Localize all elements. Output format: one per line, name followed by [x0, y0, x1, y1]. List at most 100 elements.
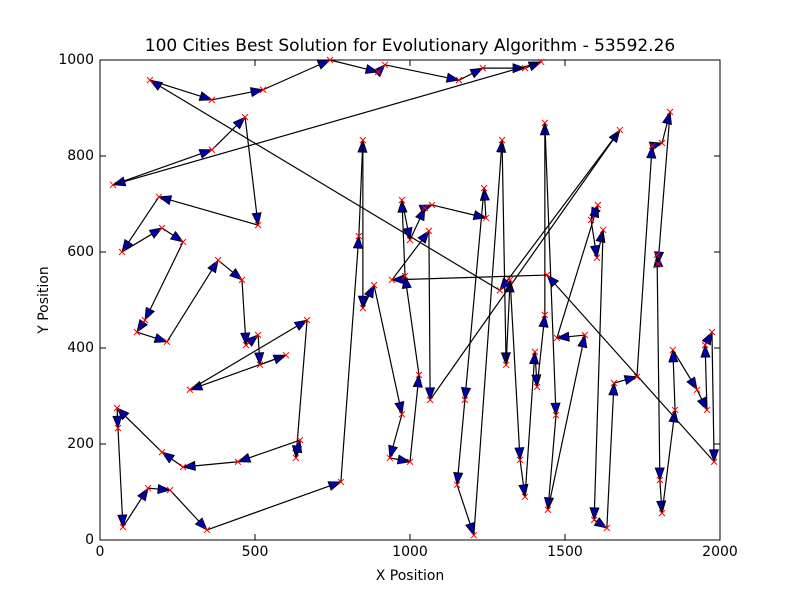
city [537, 58, 545, 66]
arrow-head [236, 452, 252, 463]
city [256, 361, 264, 369]
tour-edge [166, 270, 213, 343]
tour-edge [128, 196, 160, 243]
tour-edge [122, 497, 143, 528]
city [581, 331, 589, 339]
city [603, 524, 611, 532]
arrow-head [472, 210, 488, 220]
city [118, 248, 126, 256]
city [633, 373, 641, 381]
arrow-head [327, 481, 342, 491]
arrow-head [700, 343, 711, 358]
city [516, 456, 524, 464]
city [296, 436, 304, 444]
city [710, 458, 718, 466]
tour-edge [534, 351, 537, 375]
arrow-head [364, 284, 375, 299]
city [234, 458, 242, 466]
city [179, 463, 187, 471]
arrow-head [529, 350, 540, 365]
city [533, 383, 541, 391]
tour-edge [117, 428, 123, 516]
tour-edge [556, 216, 595, 339]
arrow-head [251, 212, 262, 227]
city [109, 181, 117, 189]
city [461, 396, 469, 404]
city [155, 193, 163, 201]
arrow-head [418, 204, 434, 215]
tour-edge [519, 459, 525, 485]
city [506, 276, 514, 284]
tour-edge [547, 346, 583, 510]
tour-edge [711, 332, 715, 450]
arrow-head [460, 387, 472, 401]
tour-edge [401, 200, 409, 229]
arrow-head [701, 331, 713, 346]
city [701, 341, 709, 349]
city [498, 136, 506, 144]
city [479, 64, 487, 72]
arrow-head [396, 454, 412, 465]
city [587, 216, 595, 224]
city [398, 410, 406, 418]
city [179, 238, 187, 246]
tour-edge [636, 157, 652, 377]
city [241, 113, 249, 121]
tour-edge [295, 451, 298, 459]
arrow-head [469, 67, 484, 79]
city [146, 76, 154, 84]
tour-edge [121, 233, 153, 253]
city [553, 334, 561, 342]
city [415, 371, 423, 379]
city [326, 56, 334, 64]
arrow-head [590, 206, 601, 221]
y-tick-label: 600 [67, 244, 94, 260]
city [703, 406, 711, 414]
tour-edge [593, 229, 604, 508]
city [669, 346, 677, 354]
tour-edge [658, 111, 671, 253]
y-tick-label: 0 [85, 532, 94, 548]
arrow-head [157, 195, 173, 206]
city [238, 276, 246, 284]
arrow-head [608, 381, 619, 396]
arrow-head [198, 149, 213, 159]
tour-edge [501, 140, 507, 353]
city [254, 221, 262, 229]
tour-edge [590, 219, 596, 246]
tour-edge [125, 415, 163, 453]
city [656, 476, 664, 484]
city [355, 232, 363, 240]
city [521, 493, 529, 501]
x-tick-label: 1000 [392, 544, 428, 560]
city [616, 126, 624, 134]
arrow-head [144, 306, 155, 322]
city [303, 316, 311, 324]
tour-edge [384, 64, 448, 79]
city [693, 386, 701, 394]
tour-edge [409, 386, 419, 462]
city [425, 227, 433, 235]
city [401, 272, 409, 280]
tour-edge [509, 279, 520, 448]
city [406, 236, 414, 244]
arrow-head [390, 274, 405, 285]
y-axis-label: Y Position [36, 266, 52, 335]
tour-edge [429, 139, 614, 401]
tour-edge [506, 129, 621, 282]
arrow-head [249, 87, 265, 98]
arrow-head [424, 387, 436, 401]
arrow-head [648, 141, 664, 152]
city [599, 226, 607, 234]
city [658, 509, 666, 517]
tour-edge [613, 379, 626, 384]
arrow-head [453, 471, 464, 486]
city [144, 484, 152, 492]
tour-edge [189, 325, 298, 391]
x-tick-label: 500 [242, 544, 269, 560]
tour-edge [656, 254, 661, 469]
tour-edge [505, 291, 511, 365]
y-tick-label: 1000 [58, 52, 94, 68]
tour-edge [262, 64, 320, 91]
tour-edge [362, 295, 370, 309]
